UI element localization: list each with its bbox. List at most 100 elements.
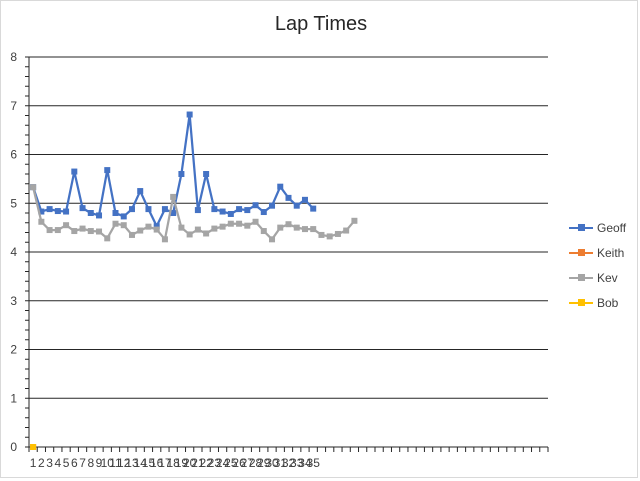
data-point-kev-24 <box>219 223 226 230</box>
legend-label-keith: Keith <box>597 245 625 260</box>
data-point-kev-33 <box>293 224 300 231</box>
legend-label-geoff: Geoff <box>597 220 627 235</box>
legend-swatch-kev <box>569 273 593 281</box>
data-point-geoff-14 <box>137 188 144 195</box>
x-tick-label-28: 28 <box>249 456 263 470</box>
x-tick-label-12: 12 <box>117 456 131 470</box>
y-tick-label-4: 4 <box>10 245 17 259</box>
legend-swatch-bob <box>569 298 593 306</box>
data-point-geoff-2 <box>38 208 45 215</box>
data-point-kev-21 <box>194 226 201 233</box>
data-point-geoff-23 <box>211 206 218 213</box>
data-point-kev-34 <box>301 226 308 233</box>
data-point-kev-32 <box>285 221 292 228</box>
x-tick-label-9: 9 <box>96 456 103 470</box>
legend-item-bob: Bob <box>569 290 639 315</box>
x-tick-label-3: 3 <box>46 456 53 470</box>
x-tick-label-7: 7 <box>79 456 86 470</box>
data-point-kev-38 <box>334 230 341 237</box>
y-tick-label-0: 0 <box>10 440 17 454</box>
legend: Geoff Keith Kev Bob <box>569 215 639 315</box>
data-point-kev-10 <box>104 235 111 242</box>
data-point-geoff-31 <box>277 183 284 190</box>
data-point-geoff-35 <box>310 205 317 212</box>
chart-title: Lap Times <box>274 13 368 35</box>
data-point-kev-20 <box>186 231 193 238</box>
data-point-kev-17 <box>161 236 168 243</box>
data-point-kev-1 <box>30 184 37 191</box>
data-point-kev-19 <box>178 224 185 231</box>
data-point-kev-4 <box>54 227 61 234</box>
data-point-geoff-33 <box>293 202 300 209</box>
legend-item-keith: Keith <box>569 240 639 265</box>
x-tick-label-26: 26 <box>232 456 246 470</box>
data-point-geoff-28 <box>252 202 259 209</box>
legend-label-kev: Kev <box>597 270 618 285</box>
legend-item-kev: Kev <box>569 265 639 290</box>
x-tick-label-13: 13 <box>125 456 139 470</box>
data-point-kev-35 <box>310 226 317 233</box>
data-point-kev-26 <box>236 220 243 227</box>
x-tick-label-34: 34 <box>298 456 312 470</box>
data-point-geoff-27 <box>244 207 251 214</box>
data-point-geoff-4 <box>54 208 61 215</box>
data-point-geoff-34 <box>301 196 308 203</box>
x-tick-label-23: 23 <box>208 456 222 470</box>
data-point-geoff-15 <box>145 206 152 213</box>
series-geoff <box>30 111 317 230</box>
data-point-kev-30 <box>269 236 276 243</box>
legend-item-geoff: Geoff <box>569 215 639 240</box>
x-tick-label-1: 1 <box>30 456 37 470</box>
x-tick-label-35: 35 <box>307 456 321 470</box>
x-tick-label-15: 15 <box>142 456 156 470</box>
data-point-geoff-20 <box>186 111 193 118</box>
x-tick-label-27: 27 <box>241 456 255 470</box>
x-tick-label-8: 8 <box>87 456 94 470</box>
x-tick-label-4: 4 <box>54 456 61 470</box>
x-tick-label-25: 25 <box>224 456 238 470</box>
data-point-geoff-26 <box>236 206 243 213</box>
x-tick-label-16: 16 <box>150 456 164 470</box>
data-point-kev-18 <box>170 193 177 200</box>
data-point-kev-28 <box>252 218 259 225</box>
data-point-kev-13 <box>128 231 135 238</box>
x-tick-label-18: 18 <box>166 456 180 470</box>
data-point-geoff-7 <box>79 205 86 212</box>
x-tick-label-21: 21 <box>191 456 205 470</box>
x-tick-label-29: 29 <box>257 456 271 470</box>
data-point-geoff-5 <box>63 208 70 215</box>
data-point-geoff-32 <box>285 194 292 201</box>
x-tick-label-10: 10 <box>101 456 115 470</box>
data-point-geoff-11 <box>112 210 119 216</box>
data-point-geoff-13 <box>128 206 135 213</box>
data-point-kev-14 <box>137 227 144 234</box>
data-point-kev-3 <box>46 227 53 234</box>
data-point-geoff-18 <box>170 210 177 216</box>
data-point-kev-37 <box>326 233 333 240</box>
data-point-kev-15 <box>145 223 152 230</box>
data-point-kev-9 <box>96 228 103 235</box>
data-point-kev-7 <box>79 225 86 232</box>
data-point-kev-11 <box>112 220 119 227</box>
data-point-kev-27 <box>244 222 251 229</box>
legend-label-bob: Bob <box>597 295 619 310</box>
data-point-kev-31 <box>277 224 284 231</box>
data-point-geoff-17 <box>161 206 168 213</box>
data-point-geoff-16 <box>153 223 160 230</box>
data-point-geoff-29 <box>260 209 267 216</box>
series-line-kev <box>32 186 356 241</box>
x-tick-label-32: 32 <box>282 456 296 470</box>
y-tick-label-1: 1 <box>10 391 17 405</box>
data-point-kev-23 <box>211 225 218 232</box>
data-point-kev-25 <box>227 220 234 227</box>
x-tick-label-24: 24 <box>216 456 230 470</box>
y-tick-label-6: 6 <box>10 148 17 162</box>
data-point-geoff-19 <box>178 171 185 177</box>
data-point-kev-5 <box>63 222 70 229</box>
data-point-kev-12 <box>120 222 127 229</box>
series-bob <box>30 444 37 450</box>
x-tick-label-14: 14 <box>134 456 148 470</box>
data-point-kev-29 <box>260 228 267 235</box>
